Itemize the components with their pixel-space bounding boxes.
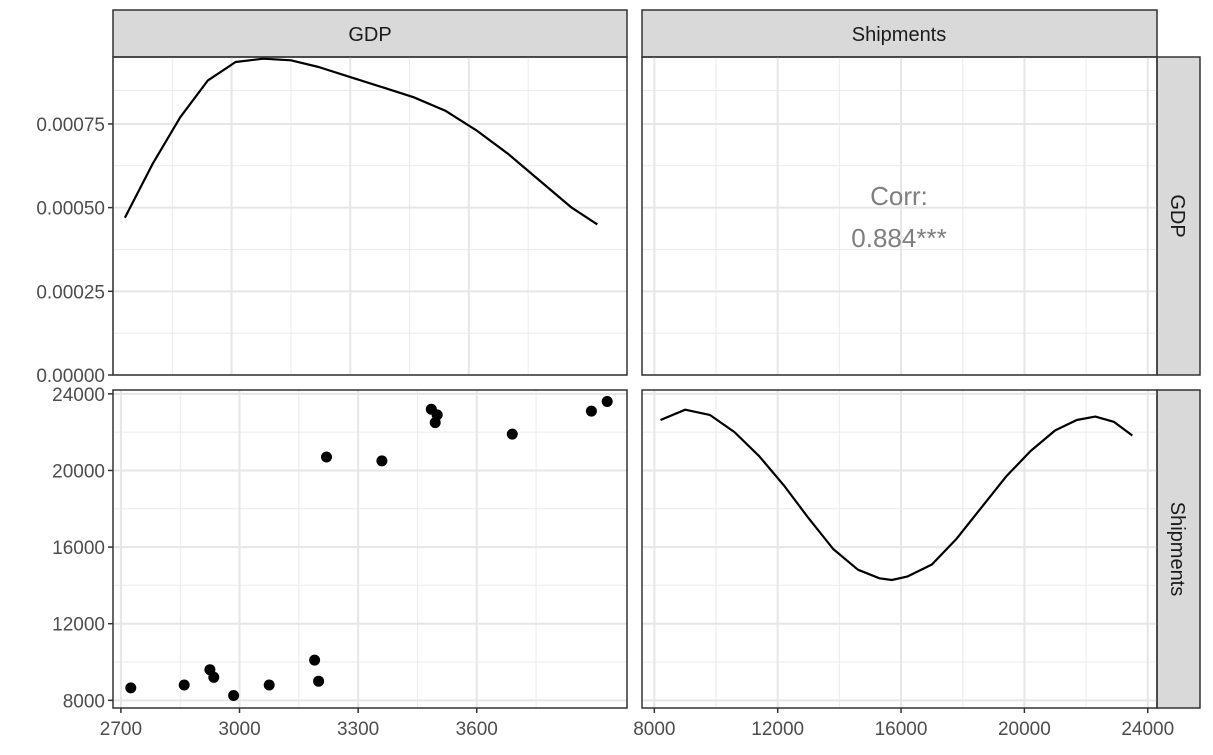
shipments-x-tick-label: 12000	[751, 719, 804, 740]
panel-border	[112, 56, 628, 376]
scatter-y-tick-label: 12000	[52, 615, 105, 636]
strip-top-gdp-label: GDP	[348, 24, 391, 46]
strip-right-gdp: GDP	[1156, 56, 1201, 376]
corr-value: 0.884***	[851, 223, 946, 253]
shipments-x-tick-label: 20000	[998, 719, 1051, 740]
scatter-y-tick-label: 20000	[52, 461, 105, 482]
corr-label: Corr:	[870, 181, 928, 211]
panel-border	[641, 389, 1158, 709]
scatter-point	[178, 679, 190, 691]
strip-top-shipments: Shipments	[641, 9, 1158, 58]
scatter-point	[228, 690, 240, 701]
scatter-point	[321, 451, 332, 463]
strip-top-shipments-label: Shipments	[852, 24, 947, 46]
panel-borders	[112, 56, 1158, 709]
strip-top-gdp: GDP	[112, 9, 628, 58]
scatter-x-tick-label: 3300	[337, 719, 379, 740]
shipments-x-tick-label: 24000	[1121, 719, 1174, 740]
scatter-x-tick-label: 3000	[218, 719, 260, 740]
panel-border	[112, 389, 628, 709]
strip-right-shipments-label: Shipments	[1166, 502, 1188, 597]
scatter-y-tick-label: 8000	[63, 691, 105, 712]
scatter-y-tick-label: 16000	[52, 538, 105, 559]
strip-right-shipments: Shipments	[1156, 389, 1201, 709]
panel-border	[641, 56, 1158, 376]
shipments-density-line	[660, 408, 1133, 582]
scatter-x-tick-label: 3600	[456, 719, 498, 740]
scatter-point	[309, 654, 321, 666]
strip-right-gdp-label: GDP	[1166, 194, 1188, 237]
panel-shipments-density: 8000 12000 16000 20000 24000	[633, 390, 1174, 740]
scatter-point	[125, 682, 137, 694]
scatter-y-tick-label: 24000	[52, 385, 105, 406]
gdp-density-line	[123, 57, 598, 226]
gdp-density-y-tick-label: 0.00050	[36, 199, 105, 220]
scatter-point	[263, 679, 275, 691]
scatter-point	[208, 671, 220, 683]
scatter-point	[431, 409, 443, 421]
scatter-point	[585, 405, 597, 417]
panel-correlation: Corr: 0.884***	[642, 57, 1157, 376]
shipments-x-tick-label: 16000	[875, 719, 928, 740]
panel-gdp-density: 0.00000 0.00025 0.00050 0.00075	[36, 57, 627, 387]
scatter-point	[376, 455, 388, 467]
panel-scatter: 8000 12000 16000 20000 24000 2700 3000 3300 3600	[52, 385, 627, 740]
scatter-point	[313, 675, 325, 687]
scatter-x-tick-label: 2700	[100, 719, 142, 740]
scatter-point	[601, 396, 613, 407]
gdp-density-y-tick-label: 0.00025	[36, 282, 105, 303]
gdp-density-y-tick-label: 0.00075	[36, 115, 105, 136]
gdp-density-y-tick-label: 0.00000	[36, 366, 105, 387]
shipments-x-tick-label: 8000	[633, 719, 675, 740]
scatter-point	[506, 428, 518, 440]
